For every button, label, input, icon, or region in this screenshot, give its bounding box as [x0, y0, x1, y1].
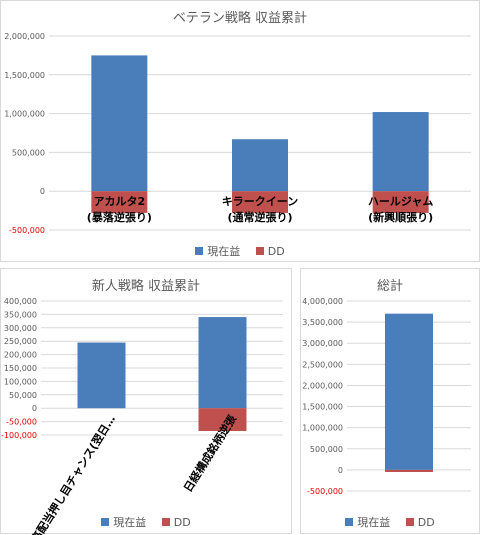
legend-label-profit: 現在益: [207, 245, 241, 258]
y-tick-label: 500,000: [12, 148, 45, 157]
bar-profit: [232, 139, 288, 192]
legend-label-dd: DD: [417, 515, 435, 529]
legend-label-profit: 現在益: [113, 516, 147, 529]
legend-item-profit: 現在益: [101, 514, 146, 530]
x-category-label: ハールジャム: [368, 195, 433, 208]
x-category-sublabel: (新興順張り): [368, 210, 433, 224]
y-tick-label: 100,000: [4, 377, 37, 386]
y-tick-label: 2,500,000: [302, 360, 343, 369]
y-tick-label: -50,000: [6, 418, 37, 427]
y-tick-label: -100,000: [1, 431, 37, 440]
x-category-label: キラークイーン: [222, 195, 298, 208]
y-tick-label: 0: [40, 187, 45, 196]
y-tick-label: -500,000: [307, 487, 343, 496]
bar-dd: [91, 191, 148, 213]
chart-legend: 現在益 DD: [1, 514, 291, 530]
chart-panel-veteran: ベテラン戦略 収益累計 2,000,000 1,500,000 1,000,000 5…: [0, 0, 480, 262]
y-tick-label: 1,500,000: [302, 403, 343, 412]
y-tick-label: 150,000: [4, 364, 37, 373]
chart-title: ベテラン戦略 収益累計: [172, 11, 308, 26]
legend-item-profit: 現在益: [345, 514, 390, 530]
chart-plot-newcomer: 400,000 350,000 300,000 250,000 200,000 150,0…: [1, 297, 283, 535]
y-tick-label: 500,000: [310, 445, 343, 454]
x-category-sublabel: (暴落逆張り): [87, 210, 152, 224]
y-tick-label: -500,000: [9, 226, 45, 235]
y-tick-label: 3,500,000: [302, 318, 343, 327]
y-tick-label: 2,000,000: [302, 381, 343, 390]
y-tick-label: 1,000,000: [4, 110, 45, 119]
chart-panel-total: 総計 4,000,000 3,500,000 3,000,000 2,500,000 2…: [300, 268, 480, 534]
chart-legend: 現在益 DD: [301, 514, 479, 530]
chart-panel-newcomer: 新人戦略 収益累計 400,000 350,000 300,000 250,000 20…: [0, 268, 292, 535]
y-tick-label: 400,000: [4, 297, 37, 306]
chart-legend: 現在益 DD: [1, 243, 479, 259]
y-tick-label: 0: [338, 466, 343, 475]
y-tick-label: 200,000: [4, 351, 37, 360]
bar-dd: [372, 191, 429, 213]
legend-item-dd: DD: [161, 515, 191, 529]
y-tick-label: 3,000,000: [302, 339, 343, 348]
y-tick-label: 2,000,000: [4, 32, 45, 41]
legend-swatch-dd: [255, 247, 264, 255]
y-tick-label: 300,000: [4, 324, 37, 333]
y-tick-label: 1,500,000: [4, 71, 45, 80]
chart-title: 総計: [376, 279, 403, 294]
legend-swatch-profit: [195, 247, 204, 255]
legend-swatch-profit: [101, 518, 110, 526]
y-tick-label: 50,000: [9, 391, 37, 400]
chart-plot-veteran: 2,000,000 1,500,000 1,000,000 500,000 0 -500,…: [4, 32, 471, 235]
legend-label-dd: DD: [173, 515, 191, 529]
bar-dd: [198, 408, 247, 431]
chart-plot-total: 4,000,000 3,500,000 3,000,000 2,500,000 2,00…: [302, 297, 471, 496]
chart-title: 新人戦略 収益累計: [91, 279, 201, 294]
y-tick-label: 0: [32, 404, 37, 413]
legend-swatch-dd: [405, 518, 414, 526]
bar-profit: [385, 313, 433, 470]
x-category-label: アカルタ2: [94, 195, 146, 208]
bar-profit: [372, 112, 429, 192]
y-tick-label: 350,000: [4, 310, 37, 319]
legend-label-profit: 現在益: [357, 516, 391, 529]
bar-profit: [198, 317, 247, 409]
bar-dd: [385, 469, 433, 472]
legend-item-dd: DD: [255, 244, 285, 258]
legend-label-dd: DD: [267, 244, 285, 258]
y-tick-label: 4,000,000: [302, 297, 343, 306]
legend-swatch-dd: [161, 518, 170, 526]
legend-swatch-profit: [345, 518, 354, 526]
y-tick-label: 250,000: [4, 337, 37, 346]
bar-profit: [77, 342, 126, 409]
legend-item-profit: 現在益: [195, 243, 240, 259]
bar-profit: [91, 55, 148, 192]
bar-dd: [232, 191, 288, 213]
x-category-sublabel: (通常逆張り): [227, 210, 292, 224]
y-tick-label: 1,000,000: [302, 424, 343, 433]
legend-item-dd: DD: [405, 515, 435, 529]
